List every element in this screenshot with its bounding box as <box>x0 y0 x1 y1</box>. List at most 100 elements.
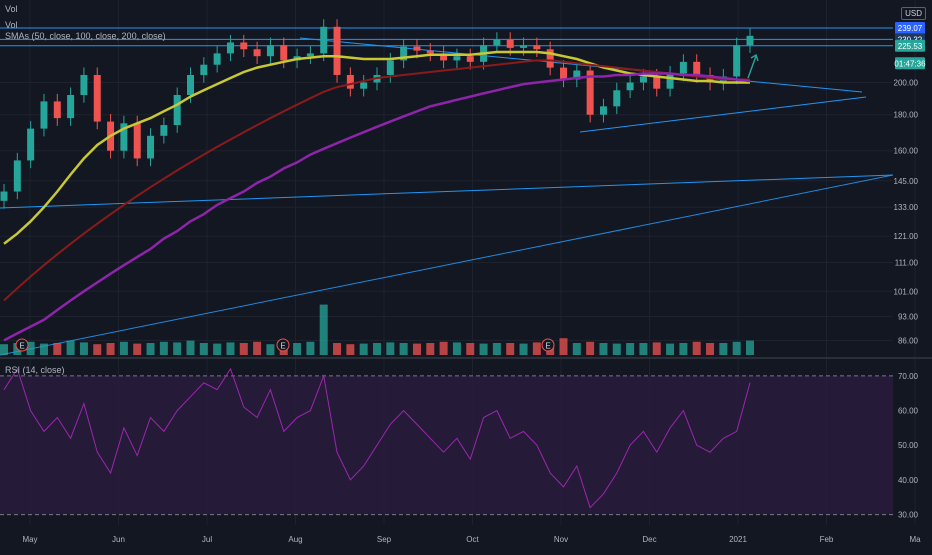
rsi-axis-label: 60.00 <box>898 407 919 416</box>
price-badge[interactable] <box>895 57 925 70</box>
trendline-upper <box>299 37 863 93</box>
volume-bar <box>106 343 115 355</box>
volume-bar <box>319 304 328 355</box>
candle[interactable] <box>0 191 8 201</box>
candle[interactable] <box>693 61 701 75</box>
volume-bar <box>79 342 88 355</box>
volume-bar <box>732 341 741 355</box>
price-axis-label: 93.00 <box>898 313 919 322</box>
candle[interactable] <box>560 67 567 80</box>
candle[interactable] <box>27 128 35 161</box>
time-axis-label: Aug <box>288 535 302 544</box>
candle[interactable] <box>280 45 288 61</box>
rsi-axis-label: 50.00 <box>898 441 919 450</box>
volume-bar <box>146 343 155 355</box>
candle[interactable] <box>266 45 274 57</box>
price-axis-label: 111.00 <box>895 258 919 267</box>
candle[interactable] <box>80 74 88 95</box>
candle[interactable] <box>187 74 194 95</box>
price-axis-label: 160.00 <box>894 147 919 156</box>
time-axis-label: Ma <box>909 535 921 544</box>
price-badge[interactable] <box>895 21 925 34</box>
volume-bar <box>239 343 248 355</box>
volume-bar <box>586 341 595 355</box>
candle[interactable] <box>466 56 474 62</box>
currency-badge[interactable]: USD <box>901 7 926 20</box>
candle[interactable] <box>440 53 448 61</box>
candle[interactable] <box>147 135 155 159</box>
candle[interactable] <box>613 90 621 107</box>
candle[interactable] <box>306 53 314 57</box>
rsi-line <box>3 367 751 509</box>
earnings-marker[interactable] <box>276 338 290 352</box>
candle[interactable] <box>200 64 208 75</box>
candle[interactable] <box>626 82 634 91</box>
candle[interactable] <box>93 74 101 122</box>
candle[interactable] <box>493 39 501 46</box>
volume-bar <box>39 343 48 355</box>
candle[interactable] <box>546 49 554 68</box>
volume-bar <box>692 341 701 355</box>
candle[interactable] <box>573 70 581 80</box>
candle[interactable] <box>160 125 168 136</box>
rsi-axis-label: 30.00 <box>898 511 919 520</box>
volume-bar <box>226 342 235 355</box>
sma-line <box>3 59 750 302</box>
candle[interactable] <box>226 42 234 54</box>
volume-bar <box>93 344 102 355</box>
candle[interactable] <box>13 160 21 192</box>
time-axis-label: 2021 <box>729 535 747 544</box>
price-badge[interactable] <box>895 39 925 52</box>
volume-bar <box>612 343 621 355</box>
candle[interactable] <box>653 76 661 89</box>
volume-bar <box>253 341 262 355</box>
candle[interactable] <box>53 101 61 119</box>
volume-bar <box>559 338 568 355</box>
candle[interactable] <box>253 49 261 57</box>
candle[interactable] <box>413 46 421 51</box>
price-badge-label: 225.53 <box>898 42 923 51</box>
volume-bar <box>426 343 435 355</box>
candle[interactable] <box>360 82 368 89</box>
candle[interactable] <box>400 46 408 61</box>
price-badge-label: 01:47:36 <box>894 59 926 68</box>
candle[interactable] <box>133 123 141 159</box>
sma-line <box>3 50 750 245</box>
candle[interactable] <box>586 70 594 115</box>
candle[interactable] <box>746 35 754 46</box>
candle[interactable] <box>453 56 461 61</box>
candle[interactable] <box>679 61 687 74</box>
candle[interactable] <box>40 101 48 129</box>
candle[interactable] <box>240 42 248 50</box>
price-axis-label: 180.00 <box>894 111 919 120</box>
time-axis-label: Sep <box>377 535 392 544</box>
candle[interactable] <box>426 50 434 54</box>
candle[interactable] <box>666 73 674 89</box>
candle[interactable] <box>120 123 128 151</box>
volume-bar <box>306 341 315 355</box>
time-axis-label: Dec <box>642 535 656 544</box>
rsi-band <box>0 375 893 515</box>
breakout-arrow-icon <box>747 53 759 79</box>
earnings-marker[interactable] <box>15 338 29 352</box>
time-axis-label: Jul <box>202 535 212 544</box>
candle[interactable] <box>320 26 328 54</box>
candle[interactable] <box>506 39 514 48</box>
candle[interactable] <box>520 45 528 48</box>
candle[interactable] <box>533 45 541 50</box>
candle[interactable] <box>733 45 741 77</box>
candle[interactable] <box>386 60 394 75</box>
volume-bar <box>652 342 661 355</box>
candle[interactable] <box>599 106 607 115</box>
volume-bar <box>746 340 754 355</box>
rsi-axis-label: 40.00 <box>898 476 919 485</box>
candle[interactable] <box>639 76 647 83</box>
earnings-marker[interactable] <box>541 338 555 352</box>
candle[interactable] <box>213 53 221 65</box>
candle[interactable] <box>173 94 181 126</box>
candle[interactable] <box>333 26 341 75</box>
candle[interactable] <box>67 94 75 119</box>
candle[interactable] <box>346 74 354 89</box>
